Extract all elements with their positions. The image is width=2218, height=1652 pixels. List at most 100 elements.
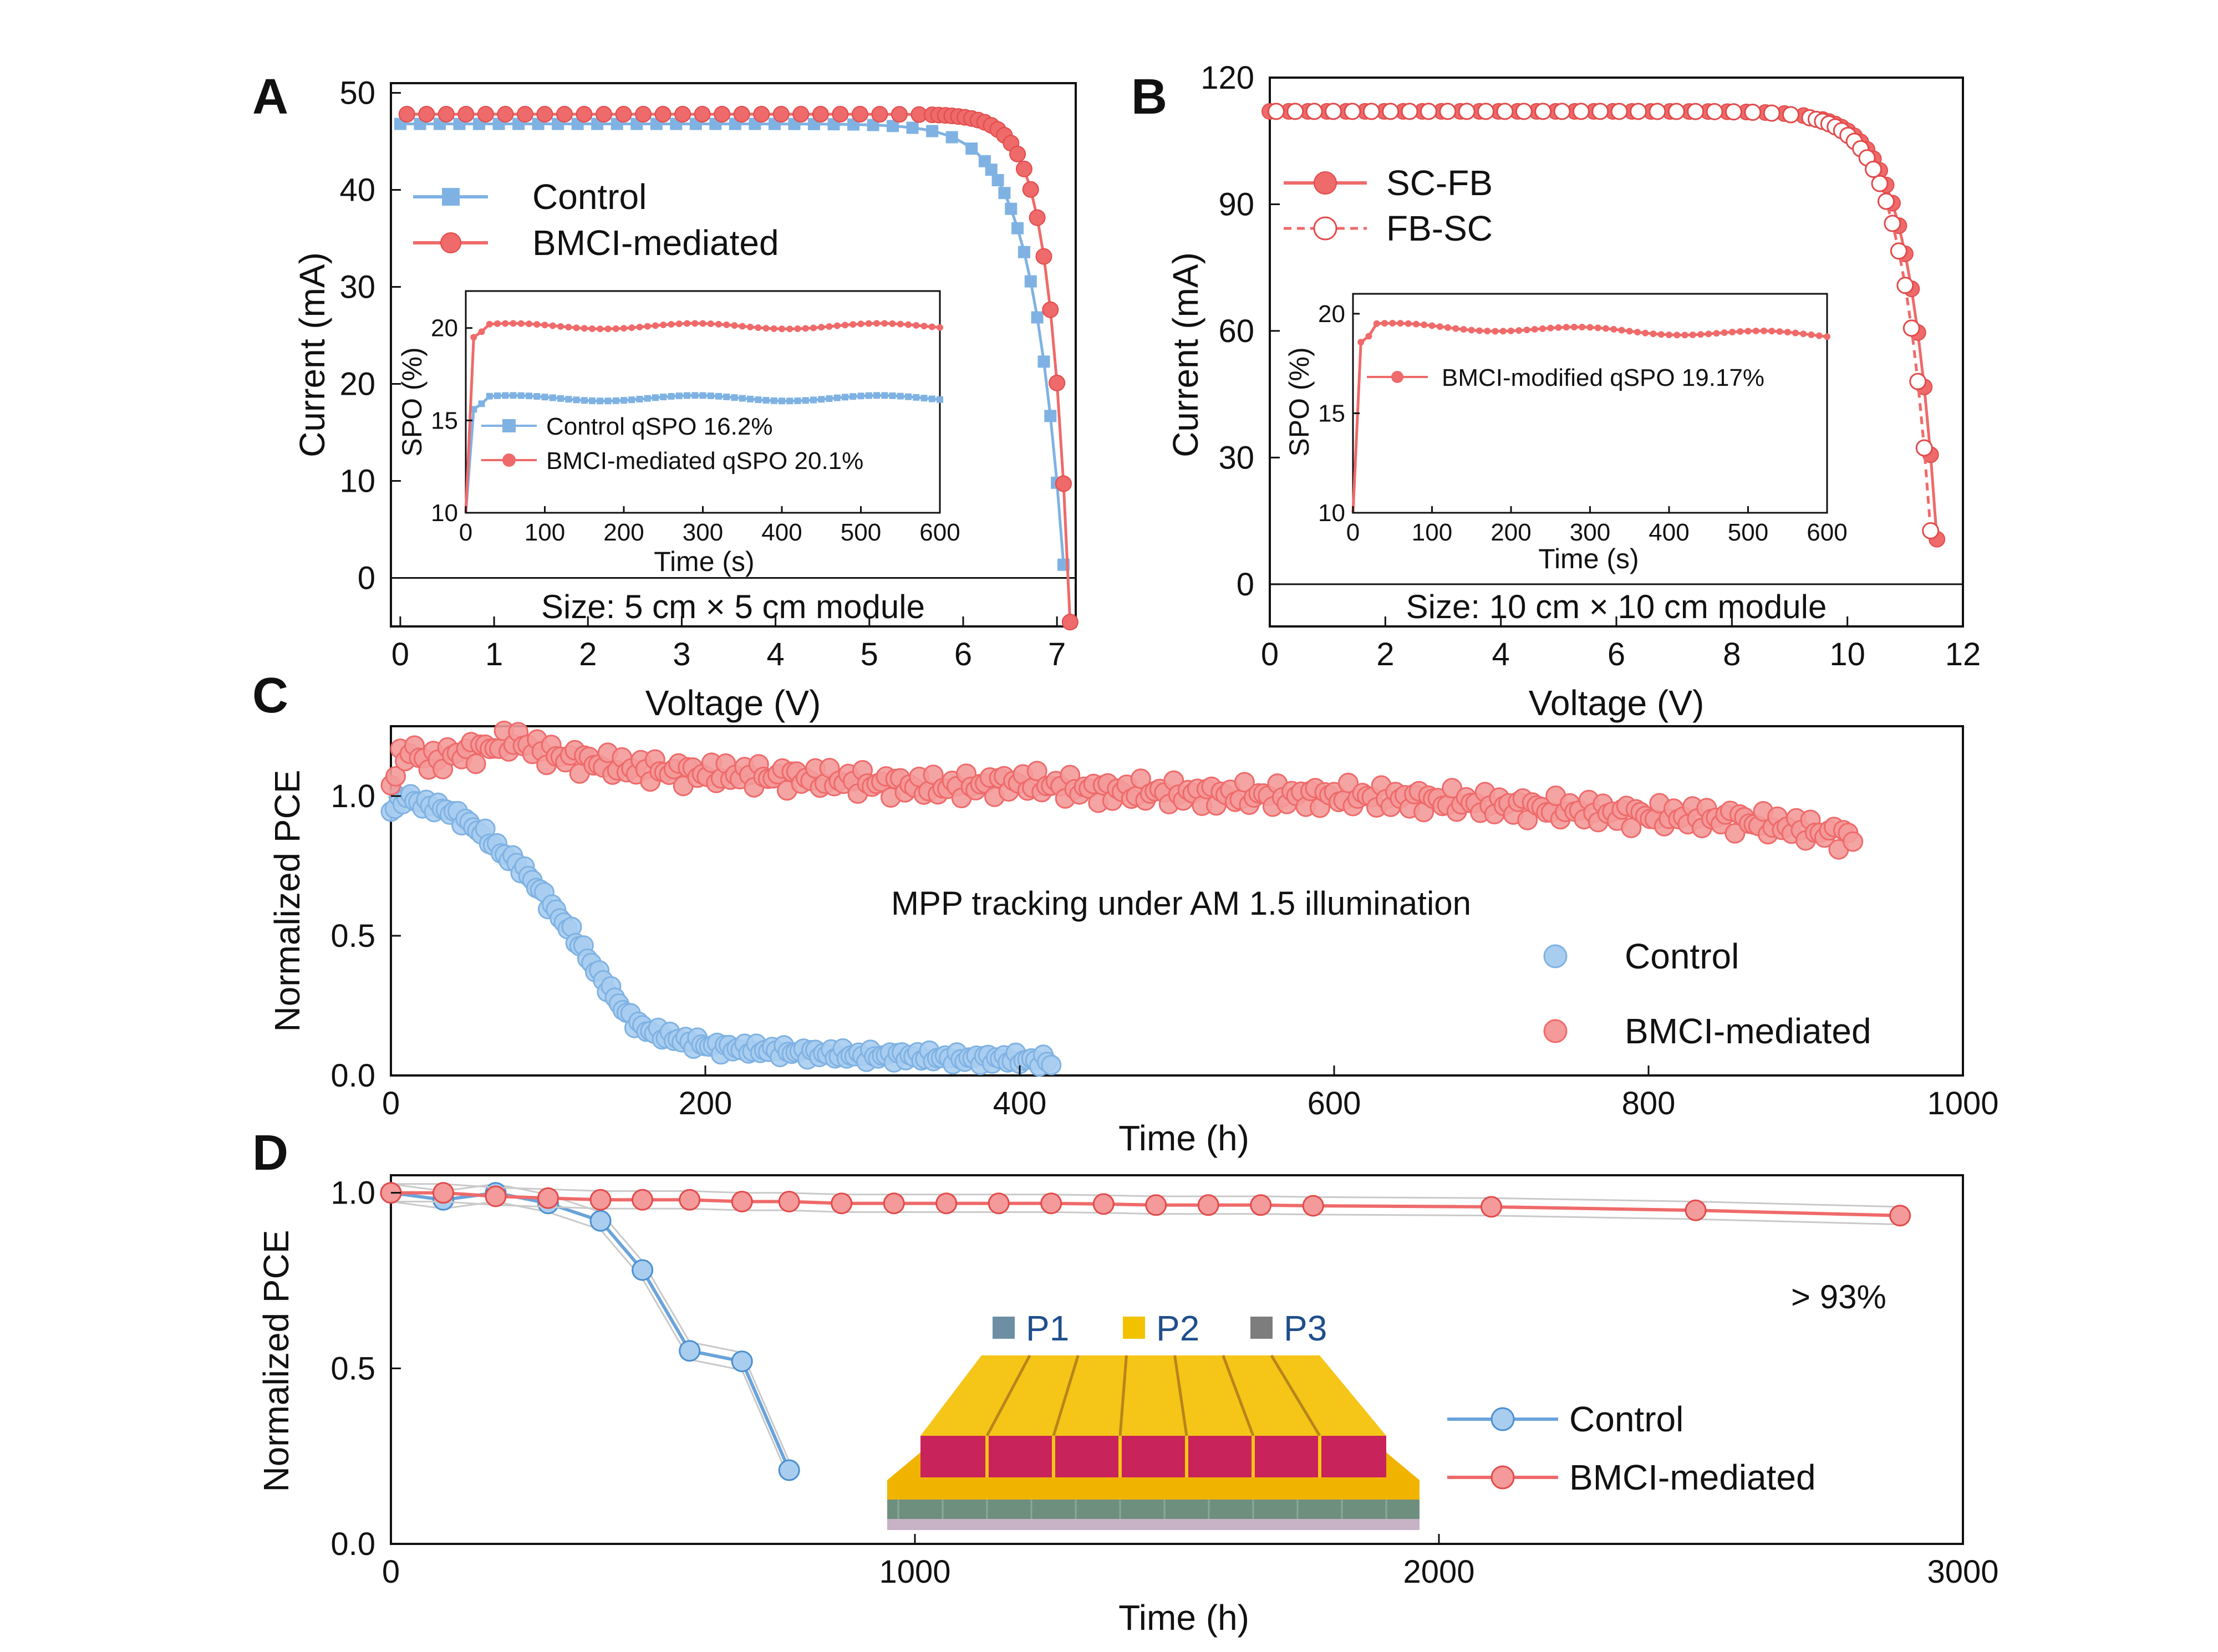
inset-point-bmci-modified: [1776, 328, 1783, 335]
inset-point-bmci-mediated: [660, 322, 667, 329]
data-point-bmci-mediated: [596, 106, 613, 123]
data-point-fb-sc: [1534, 103, 1552, 120]
panel-a-inset-x-title: Time (s): [654, 546, 754, 577]
y-tick-label: 1.0: [330, 1175, 375, 1211]
data-point-bmci-mediated: [536, 106, 553, 123]
y-tick-label: 0.5: [330, 918, 375, 954]
inset-point-control: [581, 397, 588, 404]
legend-marker-bmci: [1490, 1465, 1515, 1490]
legend-marker-fb-sc: [1313, 216, 1337, 241]
x-tick-label: 200: [1490, 519, 1531, 546]
panel-b-x-axis-title: Voltage (V): [1529, 683, 1705, 723]
inset-point-control: [502, 392, 509, 399]
panel-a-inset-ticks: 0 100 200 300 400 500 600 10 15 20: [431, 315, 960, 546]
data-point-bmci-mediated: [635, 106, 652, 123]
schematic-swatch-p2: [1123, 1317, 1145, 1339]
y-tick-label: 10: [431, 499, 458, 527]
data-point-bmci-mediated: [1040, 1192, 1062, 1215]
inset-point-bmci-modified: [1744, 328, 1752, 335]
inset-point-control: [549, 394, 556, 401]
inset-point-bmci-modified: [1768, 328, 1776, 335]
panel-letter-b: B: [1131, 69, 1167, 125]
data-point-control: [1037, 355, 1050, 368]
inset-point-control: [604, 397, 612, 405]
x-tick-label: 3: [673, 636, 690, 672]
data-point-bmci-mediated: [632, 1189, 654, 1211]
panel-c-x-axis-title: Time (h): [1118, 1118, 1249, 1158]
inset-point-bmci-modified: [1666, 332, 1672, 339]
panel-b-legend: SC-FB FB-SC: [1284, 163, 1493, 248]
inset-point-control: [770, 397, 777, 404]
data-point-bmci-mediated: [438, 106, 455, 123]
inset-point-control: [747, 395, 754, 402]
x-tick-label: 100: [525, 519, 565, 546]
data-point-control: [985, 164, 998, 176]
x-tick-label: 100: [1412, 519, 1452, 546]
inset-point-bmci-mediated: [826, 323, 833, 330]
module-tco-layer: [887, 1500, 1420, 1519]
panel-d-legend-label-bmci: BMCI-mediated: [1569, 1457, 1816, 1497]
data-point-control: [679, 1340, 701, 1362]
inset-point-bmci-mediated: [684, 320, 690, 327]
inset-point-control: [786, 397, 793, 405]
inset-point-bmci-mediated: [762, 325, 770, 332]
inset-point-bmci-mediated: [897, 320, 904, 328]
module-stack-illustration: [887, 1354, 1420, 1530]
panel-a-data-marks: [391, 106, 1079, 631]
inset-point-bmci-mediated: [833, 322, 841, 329]
inset-point-bmci-mediated: [881, 320, 888, 327]
module-substrate-layer: [887, 1519, 1420, 1530]
legend-marker-control: [1490, 1407, 1515, 1431]
inset-point-bmci-modified: [1721, 329, 1728, 336]
y-tick-label: 50: [339, 75, 375, 111]
schematic-label-p2: P2: [1156, 1308, 1199, 1348]
inset-point-bmci-mediated: [494, 320, 501, 327]
inset-point-bmci-mediated: [486, 320, 493, 328]
inset-point-control: [486, 392, 493, 400]
data-point-bmci-mediated: [1234, 772, 1255, 793]
inset-point-bmci-modified: [1571, 323, 1578, 330]
inset-point-bmci-mediated: [478, 328, 485, 335]
data-point-bmci-mediated: [1685, 1199, 1707, 1221]
inset-point-bmci-modified: [1365, 333, 1372, 340]
data-point-fb-sc: [1458, 103, 1476, 120]
data-point-bmci-mediated: [477, 106, 494, 123]
x-tick-label: 7: [1048, 636, 1066, 672]
inset-point-control: [762, 397, 770, 404]
y-tick-label: 40: [339, 172, 375, 208]
inset-point-bmci-modified: [1515, 327, 1523, 334]
data-point-fb-sc: [1649, 103, 1666, 120]
inset-point-control: [478, 400, 485, 407]
inset-point-control: [897, 392, 904, 400]
x-tick-label: 0: [1346, 519, 1360, 546]
data-point-bmci-mediated: [832, 106, 849, 123]
inset-point-bmci-mediated: [604, 325, 612, 333]
inset-point-bmci-modified: [1531, 325, 1538, 333]
inset-point-bmci-mediated: [810, 324, 817, 332]
inset-point-control: [660, 394, 667, 401]
data-point-bmci-mediated: [516, 106, 533, 123]
inset-point-control: [794, 397, 801, 405]
panel-c-data-marks: [380, 720, 1864, 1077]
data-point-fb-sc: [1922, 522, 1940, 539]
inset-point-control: [842, 394, 848, 401]
y-tick-label: 10: [1318, 499, 1345, 527]
data-point-fb-sc: [1915, 439, 1933, 457]
inset-point-control: [873, 392, 880, 399]
inset-point-bmci-modified: [1752, 327, 1759, 334]
inset-point-control: [636, 395, 643, 402]
inset-point-bmci-mediated: [723, 321, 730, 328]
panel-b-legend-label-fb-sc: FB-SC: [1386, 208, 1493, 248]
panel-d-axis-ticks: 0 1000 2000 3000 0.0 0.5 1.0: [330, 1175, 1998, 1590]
panel-a-legend-label-bmci: BMCI-mediated: [532, 223, 779, 263]
inset-point-bmci-modified: [1808, 331, 1815, 338]
data-point-fb-sc: [1763, 104, 1780, 122]
panel-a-inset-legend-control: Control qSPO 16.2%: [546, 413, 772, 440]
inset-point-control: [589, 397, 596, 404]
data-point-bmci-mediated: [1724, 823, 1746, 844]
data-point-bmci-mediated: [1197, 1194, 1219, 1216]
panel-a-inset-legend: Control qSPO 16.2% BMCI-mediated qSPO 20…: [481, 413, 863, 475]
data-point-control: [867, 119, 879, 131]
y-tick-label: 0.0: [330, 1058, 375, 1094]
legend-marker-bmci: [1543, 1019, 1568, 1043]
